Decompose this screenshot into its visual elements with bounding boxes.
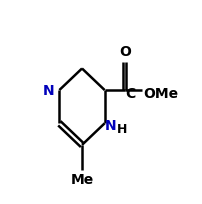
Text: O: O — [118, 45, 130, 59]
Text: C: C — [124, 87, 134, 101]
Text: N: N — [104, 118, 116, 132]
Text: H: H — [117, 122, 127, 135]
Text: OMe: OMe — [143, 87, 178, 101]
Text: N: N — [42, 84, 54, 98]
Text: Me: Me — [70, 172, 93, 186]
